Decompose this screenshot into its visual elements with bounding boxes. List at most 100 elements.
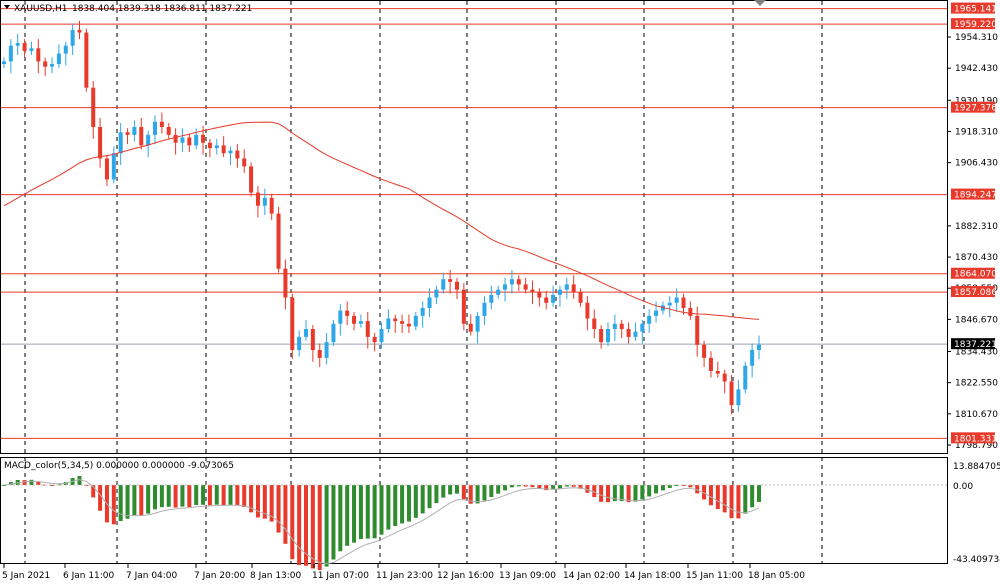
- candle-body: [420, 308, 425, 316]
- price-level-tag: [951, 101, 995, 113]
- candle-body: [310, 329, 315, 351]
- candle-body: [461, 289, 466, 324]
- candle-body: [194, 134, 199, 146]
- candle-body: [503, 284, 508, 290]
- macd-bar: [571, 485, 576, 487]
- candle-body: [489, 294, 494, 303]
- macd-bar: [269, 485, 274, 522]
- macd-bar: [393, 485, 398, 526]
- macd-bar: [503, 485, 508, 491]
- candle-body: [640, 323, 645, 332]
- candle-body: [468, 323, 473, 332]
- candle-body: [235, 150, 240, 159]
- macd-bar: [757, 485, 761, 502]
- candle-body: [352, 315, 357, 324]
- macd-bar: [166, 485, 171, 507]
- price-level-tag: [951, 432, 995, 444]
- candle-body: [304, 329, 308, 337]
- candle-body: [22, 43, 27, 51]
- macd-bar: [153, 485, 157, 510]
- macd-bar: [750, 485, 755, 508]
- candle-body: [255, 192, 260, 206]
- macd-bar: [592, 485, 597, 498]
- candle-body: [688, 308, 693, 316]
- chart-shift-icon[interactable]: [754, 0, 766, 6]
- macd-bar: [345, 485, 350, 546]
- macd-bar: [654, 485, 659, 494]
- macd-bar: [317, 485, 322, 571]
- triangle-down-icon[interactable]: [4, 5, 10, 9]
- candle-body: [98, 127, 103, 159]
- macd-bar: [743, 485, 748, 514]
- macd-bar: [22, 480, 27, 485]
- macd-bar: [482, 485, 487, 501]
- macd-bar: [715, 485, 720, 510]
- price-tick-label: 1942.430: [955, 64, 998, 74]
- candle-body: [386, 318, 391, 330]
- candle-body: [654, 310, 659, 316]
- macd-bar: [722, 485, 727, 513]
- candle-body: [571, 284, 576, 293]
- candle-body: [56, 53, 61, 65]
- macd-bar: [606, 485, 610, 503]
- candle-body: [207, 142, 212, 148]
- time-tick-label: 11 Jan 07:00: [312, 571, 369, 581]
- candle-body: [29, 48, 34, 51]
- macd-bar: [585, 485, 590, 493]
- candle-body: [599, 329, 604, 343]
- candle-body: [578, 292, 583, 303]
- macd-bar: [8, 482, 13, 485]
- macd-bar: [242, 485, 247, 508]
- macd-bar: [194, 485, 199, 506]
- price-level-labels: 1965.141 1959.220 1927.376 1894.247 1864.070…: [951, 2, 997, 444]
- macd-bar: [509, 485, 514, 488]
- macd-bar: [633, 485, 638, 502]
- macd-bar: [400, 485, 405, 524]
- price-tick-label: 1810.670: [955, 410, 998, 420]
- macd-bar: [118, 485, 123, 522]
- price-level-label: 1959.220: [954, 20, 997, 30]
- candle-body: [722, 373, 727, 382]
- time-axis: 5 Jan 2021 6 Jan 11:00 7 Jan 04:00 7 Jan 20…: [2, 564, 805, 581]
- macd-bar: [667, 485, 672, 488]
- macd-bar: [2, 485, 6, 486]
- candle-body: [228, 150, 233, 154]
- macd-bar: [235, 485, 240, 506]
- macd-bar: [427, 485, 432, 509]
- candle-body: [523, 284, 528, 290]
- macd-bar: [729, 485, 734, 519]
- time-tick-label: 11 Jan 23:00: [376, 571, 433, 581]
- macd-bar: [201, 485, 206, 505]
- macd-bar: [98, 485, 103, 511]
- candle-body: [743, 365, 748, 390]
- candle-body: [118, 132, 123, 154]
- candle-body: [338, 310, 343, 324]
- price-tick-label: 1798.790: [955, 441, 998, 451]
- price-tick-label: 1834.430: [955, 348, 998, 358]
- macd-frame: [0, 457, 948, 564]
- macd-bar: [372, 485, 377, 539]
- macd-bar: [468, 485, 473, 504]
- macd-bar: [647, 485, 652, 497]
- macd-bar: [496, 485, 501, 494]
- macd-bar: [132, 485, 137, 516]
- macd-bar: [475, 485, 480, 504]
- macd-bar: [228, 485, 233, 505]
- candle-body: [70, 29, 75, 46]
- macd-bar: [406, 485, 411, 522]
- macd-bar: [91, 485, 96, 498]
- price-level-label: 1965.141: [954, 5, 997, 15]
- price-level-tag: [951, 267, 995, 279]
- macd-bar: [523, 485, 528, 487]
- macd-bar: [455, 485, 459, 494]
- macd-bar: [262, 485, 267, 519]
- candle-body: [660, 305, 665, 311]
- candle-body: [36, 48, 41, 62]
- candle-body: [2, 61, 6, 65]
- candle-body: [15, 43, 20, 46]
- candle-body: [297, 336, 302, 351]
- candle-body: [372, 336, 377, 343]
- macd-bar: [29, 479, 34, 485]
- candlesticks: [2, 20, 761, 415]
